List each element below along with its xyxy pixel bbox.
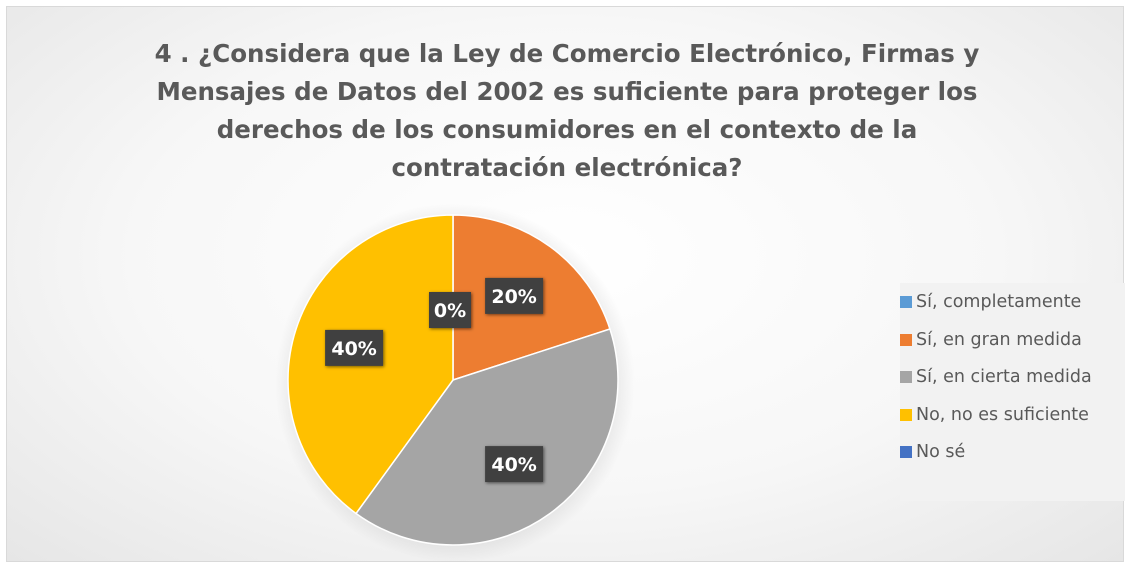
legend-swatch — [900, 409, 912, 421]
chart-area: 4 . ¿Considera que la Ley de Comercio El… — [6, 6, 1124, 562]
svg-text:0%: 0% — [434, 300, 466, 322]
legend-item-no-se[interactable]: No sé — [900, 437, 965, 467]
legend-swatch — [900, 296, 912, 308]
data-label-si-en-cierta-medida: 40% — [485, 446, 543, 482]
svg-text:40%: 40% — [491, 454, 536, 476]
svg-text:20%: 20% — [491, 286, 536, 308]
legend-item-si-completamente[interactable]: Sí, completamente — [900, 287, 1081, 317]
data-label-si-completamente: 0% — [429, 292, 471, 328]
legend-label: No sé — [916, 442, 965, 462]
legend: Sí, completamente Sí, en gran medida Sí, e… — [900, 283, 1125, 501]
legend-item-no-no-es-suficiente[interactable]: No, no es suficiente — [900, 400, 1089, 430]
data-label-no-no-es-suficiente: 40% — [325, 330, 383, 366]
legend-label: No, no es suficiente — [916, 405, 1089, 425]
pie-slices — [288, 215, 618, 545]
legend-label: Sí, completamente — [916, 292, 1081, 312]
svg-text:40%: 40% — [331, 338, 376, 360]
legend-swatch — [900, 334, 912, 346]
legend-item-si-en-gran-medida[interactable]: Sí, en gran medida — [900, 325, 1082, 355]
legend-label: Sí, en cierta medida — [916, 367, 1092, 387]
legend-swatch — [900, 446, 912, 458]
legend-item-si-en-cierta-medida[interactable]: Sí, en cierta medida — [900, 362, 1092, 392]
legend-label: Sí, en gran medida — [916, 330, 1082, 350]
legend-swatch — [900, 371, 912, 383]
data-label-si-en-gran-medida: 20% — [485, 278, 543, 314]
